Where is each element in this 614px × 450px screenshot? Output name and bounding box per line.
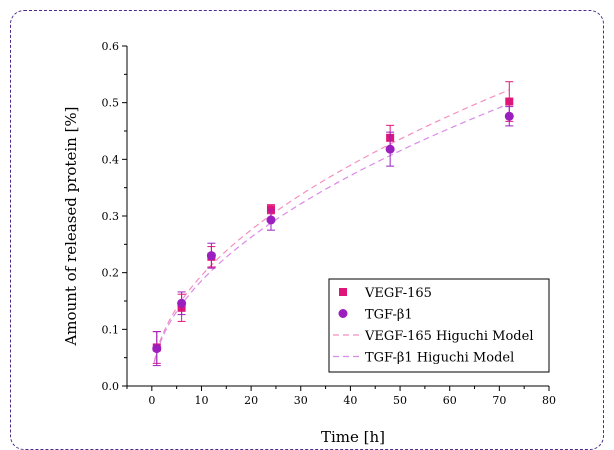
data-point-circle <box>504 111 514 121</box>
x-tick-label: 40 <box>343 394 357 407</box>
y-axis-label: Amount of released protein [%] <box>62 106 80 346</box>
data-point-circle <box>385 144 395 154</box>
y-tick-label: 0.2 <box>102 267 120 280</box>
data-points <box>152 81 514 367</box>
model-curve-1 <box>153 89 510 362</box>
data-point-square <box>266 205 275 214</box>
x-tick-label: 50 <box>393 394 407 407</box>
legend-label: TGF-β1 <box>365 308 413 323</box>
data-point-circle <box>266 215 276 225</box>
y-tick-label: 0.0 <box>102 380 120 393</box>
legend: VEGF-165 TGF-β1 VEGF-165 Higuchi Model TGF-… <box>328 278 550 373</box>
data-point-circle <box>152 344 162 354</box>
legend-box <box>328 278 550 373</box>
legend-marker-square <box>339 288 347 296</box>
y-tick-label: 0.6 <box>102 40 120 53</box>
model-curve-2 <box>153 103 510 363</box>
x-tick-label: 80 <box>542 394 556 407</box>
x-tick-label: 30 <box>294 394 308 407</box>
x-axis-label: Time [h] <box>321 428 385 446</box>
data-point-circle <box>177 298 187 308</box>
legend-label: VEGF-165 <box>364 286 432 301</box>
y-tick-label: 0.5 <box>102 97 120 110</box>
x-tick-label: 60 <box>443 394 457 407</box>
legend-label: VEGF-165 Higuchi Model <box>364 329 533 344</box>
x-tick-label: 20 <box>244 394 258 407</box>
y-tick-label: 0.4 <box>102 153 120 166</box>
y-tick-label: 0.3 <box>102 210 120 223</box>
x-tick-label: 10 <box>194 394 208 407</box>
legend-marker-circle <box>338 309 348 318</box>
legend-label: TGF-β1 Higuchi Model <box>365 351 514 366</box>
x-tick-label: 70 <box>492 394 506 407</box>
data-point-square <box>505 97 514 106</box>
axes: 0 10 20 30 40 50 60 70 80 0.0 0.1 0.2 0.3 0.4 0.5 0.6 <box>102 40 557 407</box>
x-tick-label: 0 <box>148 394 155 407</box>
model-curves <box>153 89 510 363</box>
data-point-circle <box>206 251 216 261</box>
y-tick-label: 0.1 <box>102 323 120 336</box>
